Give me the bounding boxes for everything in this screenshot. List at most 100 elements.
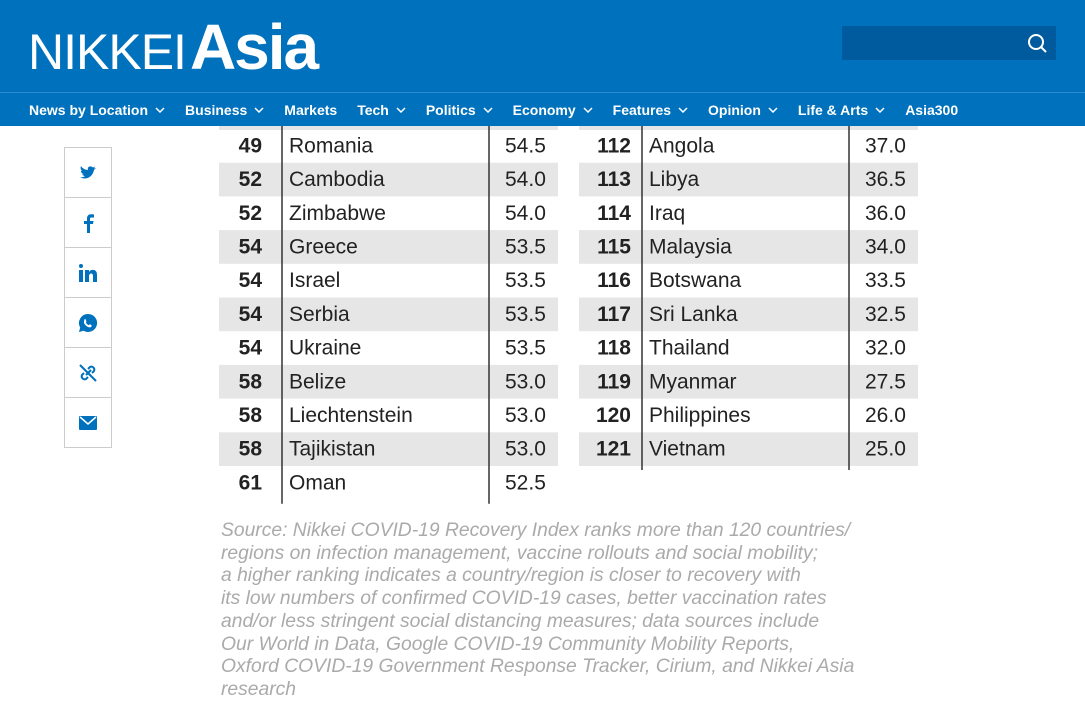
- nav-bar: News by Location Business Markets Tech Polit…: [0, 92, 1085, 126]
- country: Israel: [289, 269, 340, 292]
- score: 54.5: [505, 134, 546, 157]
- country: Angola: [649, 134, 715, 157]
- country: Philippines: [649, 404, 751, 427]
- logo-brand: NIKKEI: [28, 24, 187, 80]
- score: 54.0: [505, 168, 546, 191]
- score: 32.5: [865, 303, 906, 326]
- row-shade: [579, 297, 918, 332]
- chevron: [396, 106, 406, 113]
- row-shade: [219, 126, 558, 130]
- logo[interactable]: NIKKEIAsia: [28, 10, 319, 84]
- search-box[interactable]: [842, 26, 1056, 60]
- rank: 54: [239, 303, 263, 326]
- nav-label: Life & Arts: [797, 101, 869, 118]
- score: 53.0: [505, 404, 546, 427]
- country: Sri Lanka: [649, 303, 738, 326]
- country: Belize: [289, 370, 346, 393]
- facebook-button[interactable]: [64, 197, 112, 247]
- row-shade: [219, 230, 558, 264]
- nav-item[interactable]: Life & Arts: [798, 102, 885, 118]
- nav-item[interactable]: Asia300: [905, 102, 958, 118]
- source-line: and/or less stringent social distancing …: [221, 610, 820, 632]
- country: Cambodia: [289, 168, 385, 191]
- nav-item[interactable]: Opinion: [708, 102, 778, 118]
- source-line: research: [221, 678, 297, 700]
- rank: 113: [597, 168, 631, 191]
- score: 53.0: [505, 370, 546, 393]
- linkedin-button[interactable]: [64, 247, 112, 297]
- rank: 120: [596, 404, 631, 427]
- score: 26.0: [865, 404, 906, 427]
- source-line: Oxford COVID-19 Government Response Trac…: [221, 656, 855, 678]
- score: 34.0: [865, 235, 906, 258]
- score: 53.5: [505, 269, 546, 292]
- nav-item[interactable]: News by Location: [29, 102, 165, 118]
- header: NIKKEIAsia: [0, 0, 1085, 92]
- country: Iraq: [649, 202, 685, 225]
- nav-item[interactable]: Tech: [357, 102, 406, 118]
- rank: 52: [239, 202, 262, 225]
- twitter-button[interactable]: [64, 147, 112, 197]
- country: Zimbabwe: [289, 202, 386, 225]
- share-bar: [64, 147, 112, 448]
- score: 36.5: [865, 168, 906, 191]
- country: Liechtenstein: [289, 404, 413, 427]
- nav-item[interactable]: Markets: [284, 102, 337, 118]
- rank: 118: [597, 337, 631, 360]
- rank: 54: [239, 269, 263, 292]
- row-shade: [579, 230, 918, 264]
- chevron: [254, 106, 264, 113]
- rank: 54: [239, 337, 263, 360]
- chevron: [483, 106, 493, 113]
- chevron: [875, 106, 885, 113]
- rank: 61: [239, 471, 263, 494]
- chevron: [155, 106, 165, 113]
- email-button[interactable]: [64, 397, 112, 448]
- country: Vietnam: [649, 438, 726, 461]
- nav-label: Tech: [357, 101, 389, 118]
- rank: 52: [239, 168, 262, 191]
- nav-label: Features: [612, 101, 672, 118]
- whatsapp-button[interactable]: [64, 297, 112, 347]
- score: 25.0: [865, 438, 906, 461]
- source-line: regions on infection management, vaccine…: [221, 542, 818, 564]
- row-shade: [219, 297, 558, 332]
- country: Romania: [289, 134, 373, 157]
- nav-item[interactable]: Features: [613, 102, 688, 118]
- copy-link-button[interactable]: [64, 347, 112, 397]
- source-line: Our World in Data, Google COVID-19 Commu…: [221, 633, 795, 655]
- nav-label: Opinion: [708, 101, 761, 118]
- score: 27.5: [865, 370, 906, 393]
- nav-item[interactable]: Economy: [513, 102, 593, 118]
- row-shade: [579, 432, 918, 466]
- country: Myanmar: [649, 370, 737, 393]
- rank: 49: [239, 134, 262, 157]
- row-shade: [219, 364, 558, 399]
- row-shade: [219, 162, 558, 197]
- score: 53.0: [505, 438, 546, 461]
- row-shade: [579, 162, 918, 197]
- score: 36.0: [865, 202, 906, 225]
- rank: 58: [239, 438, 263, 461]
- nav-item[interactable]: Politics: [426, 102, 493, 118]
- source-line: a higher ranking indicates a country/reg…: [221, 565, 801, 587]
- country: Oman: [289, 471, 346, 494]
- country: Malaysia: [649, 235, 732, 258]
- score: 54.0: [505, 202, 546, 225]
- chevron: [583, 106, 593, 113]
- country: Libya: [649, 168, 700, 191]
- row-shade: [219, 432, 558, 466]
- score: 52.5: [505, 471, 546, 494]
- score: 33.5: [865, 269, 906, 292]
- rank: 116: [597, 269, 631, 292]
- rank: 58: [239, 370, 263, 393]
- nav-label: Asia300: [905, 101, 959, 118]
- rank: 119: [597, 370, 631, 393]
- chevron: [768, 106, 778, 113]
- rank: 117: [597, 303, 631, 326]
- nav-item[interactable]: Business: [185, 102, 264, 118]
- nav-label: Markets: [284, 101, 338, 118]
- row-shade: [579, 126, 918, 130]
- country: Greece: [289, 235, 358, 258]
- rank: 54: [239, 235, 263, 258]
